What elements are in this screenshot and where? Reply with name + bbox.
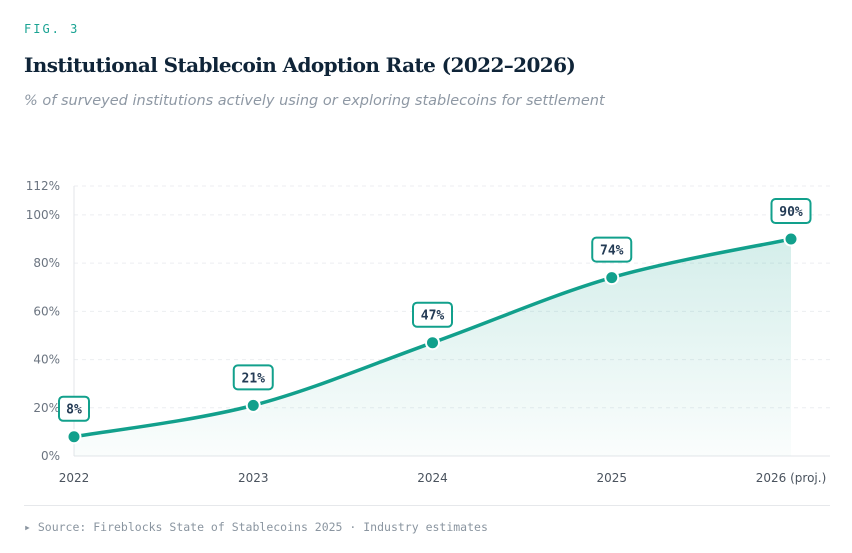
x-tick-label: 2026 (proj.) — [756, 471, 827, 485]
data-point — [245, 397, 261, 413]
x-tick-label: 2023 — [238, 471, 269, 485]
chart-subtitle: % of surveyed institutions actively usin… — [24, 93, 605, 109]
figure-label: FIG. 3 — [24, 22, 80, 36]
data-point — [425, 335, 440, 351]
data-label: 47% — [421, 309, 445, 324]
y-tick-label: 60% — [33, 304, 60, 318]
data-label-box — [591, 236, 633, 263]
data-label-box — [58, 395, 90, 422]
data-label: 74% — [600, 244, 624, 259]
data-point — [783, 231, 799, 247]
data-label: 8% — [66, 403, 82, 418]
data-label-box — [412, 301, 453, 328]
y-tick-label: 20% — [33, 401, 60, 415]
y-tick-label: 100% — [26, 208, 60, 222]
y-tick-label: 0% — [41, 449, 60, 463]
data-label: 90% — [779, 205, 803, 220]
data-point — [66, 429, 82, 445]
x-tick-label: 2024 — [417, 471, 448, 485]
source-note: ▸ Source: Fireblocks State of Stablecoin… — [24, 520, 488, 534]
x-tick-label: 2022 — [59, 471, 90, 485]
data-label-box — [770, 198, 812, 225]
data-point — [604, 270, 620, 286]
x-tick-label: 2025 — [596, 471, 627, 485]
data-label: 21% — [242, 371, 266, 386]
data-label-box — [232, 364, 274, 391]
y-tick-label: 40% — [33, 353, 60, 367]
y-tick-label: 112% — [26, 179, 60, 193]
y-tick-label: 80% — [33, 256, 60, 270]
footer-divider — [24, 505, 830, 506]
chart-title: Institutional Stablecoin Adoption Rate (… — [24, 53, 576, 77]
